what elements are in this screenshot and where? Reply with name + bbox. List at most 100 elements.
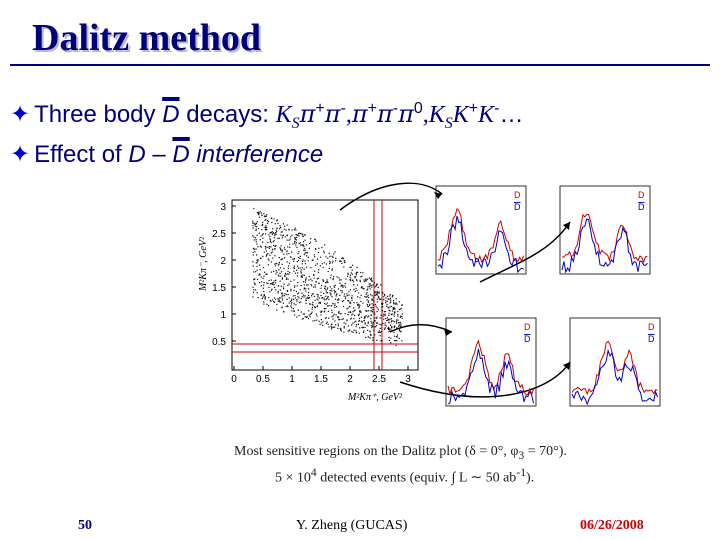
dalitz-event-dot <box>296 285 298 287</box>
dalitz-event-dot <box>394 311 396 313</box>
dalitz-event-dot <box>300 232 302 235</box>
dalitz-event-dot <box>380 340 382 342</box>
dalitz-event-dot <box>331 316 333 318</box>
dalitz-event-dot <box>374 326 376 328</box>
dalitz-event-dot <box>294 285 296 287</box>
dalitz-event-dot <box>377 322 379 324</box>
dalitz-event-dot <box>341 292 343 294</box>
dalitz-event-dot <box>263 303 265 305</box>
dalitz-event-dot <box>338 312 340 314</box>
dalitz-event-dot <box>393 313 395 315</box>
dalitz-event-dot <box>252 248 255 250</box>
dalitz-event-dot <box>313 295 315 297</box>
histogram-d-curve <box>447 339 534 396</box>
dalitz-event-dot <box>294 227 296 229</box>
dalitz-event-dot <box>257 213 259 215</box>
dalitz-event-dot <box>346 275 349 277</box>
dalitz-event-dot <box>331 288 333 290</box>
dalitz-event-dot <box>373 296 375 298</box>
dalitz-event-dot <box>398 330 401 332</box>
dalitz-event-dot <box>367 322 369 324</box>
dalitz-event-dot <box>324 317 326 319</box>
dalitz-event-dot <box>395 340 397 342</box>
dalitz-event-dot <box>368 283 370 285</box>
dalitz-event-dot <box>291 298 293 300</box>
dalitz-event-dot <box>319 301 321 304</box>
dalitz-event-dot <box>372 284 374 286</box>
dalitz-event-dot <box>266 303 268 305</box>
dalitz-event-dot <box>308 297 310 299</box>
dalitz-event-dot <box>391 320 393 322</box>
dalitz-event-dot <box>285 229 287 231</box>
dalitz-event-dot <box>293 310 295 312</box>
dalitz-event-dot <box>339 282 341 284</box>
dalitz-event-dot <box>370 334 372 336</box>
dalitz-event-dot <box>372 306 374 309</box>
dalitz-event-dot <box>296 246 298 248</box>
dalitz-event-dot <box>349 311 351 313</box>
dalitz-event-dot <box>373 311 375 313</box>
dalitz-event-dot <box>305 288 307 290</box>
dalitz-event-dot <box>275 233 277 235</box>
dalitz-event-dot <box>355 325 357 328</box>
dalitz-event-dot <box>393 303 395 305</box>
dalitz-event-dot <box>316 305 319 307</box>
dalitz-event-dot <box>387 306 389 308</box>
dalitz-event-dot <box>294 238 296 240</box>
dalitz-event-dot <box>297 282 299 284</box>
dalitz-event-dot <box>396 327 398 329</box>
dalitz-event-dot <box>303 313 306 315</box>
dalitz-event-dot <box>367 286 369 288</box>
dalitz-event-dot <box>262 255 264 257</box>
dalitz-event-dot <box>289 271 291 274</box>
dalitz-event-dot <box>373 329 375 331</box>
dalitz-x-tick-label: 0 <box>231 374 237 385</box>
dalitz-event-dot <box>265 218 267 221</box>
dalitz-event-dot <box>355 271 358 273</box>
dalitz-event-dot <box>346 293 348 295</box>
dalitz-event-cloud <box>252 207 403 347</box>
dalitz-event-dot <box>275 282 277 284</box>
dalitz-event-dot <box>318 282 320 284</box>
dalitz-event-dot <box>296 236 298 238</box>
dalitz-event-dot <box>371 325 373 327</box>
dalitz-event-dot <box>264 215 266 217</box>
dalitz-event-dot <box>311 295 313 297</box>
dalitz-event-dot <box>297 233 300 235</box>
dalitz-event-dot <box>340 313 342 315</box>
legend-dbar: D <box>648 334 655 344</box>
dalitz-event-dot <box>397 315 399 317</box>
dalitz-event-dot <box>270 252 272 254</box>
dalitz-event-dot <box>351 324 353 326</box>
dalitz-event-dot <box>392 307 394 309</box>
dalitz-event-dot <box>302 317 304 320</box>
dalitz-event-dot <box>398 324 400 326</box>
dalitz-event-dot <box>345 323 347 325</box>
dalitz-event-dot <box>291 234 293 236</box>
dalitz-event-dot <box>292 308 294 310</box>
histogram-frame <box>435 185 527 275</box>
dalitz-event-dot <box>400 323 402 325</box>
dalitz-event-dot <box>355 320 357 322</box>
dalitz-event-dot <box>295 229 297 231</box>
dalitz-event-dot <box>290 256 292 258</box>
dalitz-event-dot <box>364 316 366 318</box>
histogram-frame <box>569 317 661 407</box>
dalitz-event-dot <box>320 291 322 293</box>
dalitz-event-dot <box>381 306 383 308</box>
dalitz-event-dot <box>286 253 288 255</box>
dalitz-event-dot <box>321 246 323 249</box>
dalitz-event-dot <box>400 307 402 309</box>
dalitz-event-dot <box>383 293 385 295</box>
dalitz-event-dot <box>360 294 362 296</box>
dalitz-event-dot <box>290 236 292 238</box>
dalitz-event-dot <box>371 299 373 301</box>
dalitz-event-dot <box>252 251 254 253</box>
dalitz-event-dot <box>367 288 369 290</box>
dalitz-event-dot <box>307 284 309 286</box>
dalitz-event-dot <box>375 317 378 319</box>
dalitz-event-dot <box>253 236 255 238</box>
dalitz-event-dot <box>332 303 334 305</box>
dalitz-event-dot <box>376 294 378 296</box>
dalitz-event-dot <box>350 311 352 314</box>
